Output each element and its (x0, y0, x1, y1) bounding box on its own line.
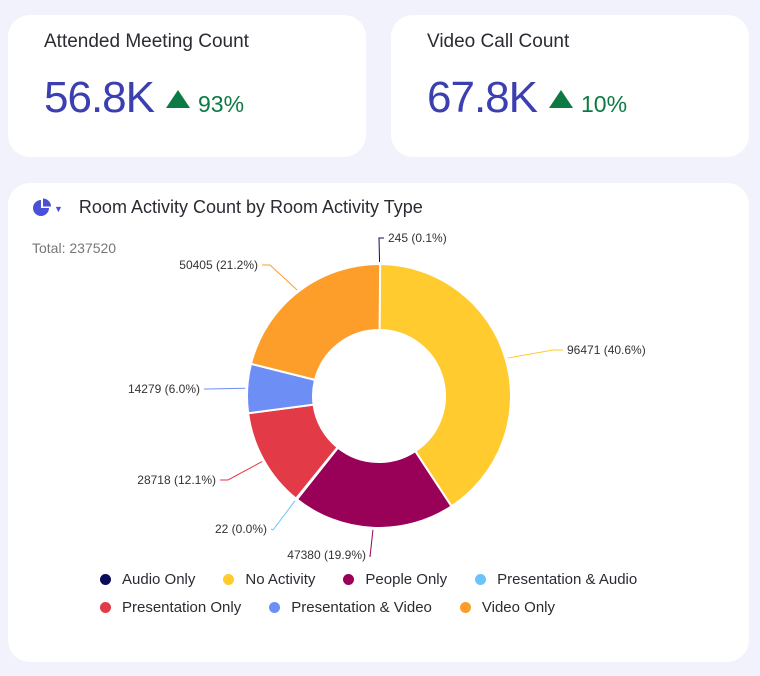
legend-swatch (343, 573, 355, 585)
data-label: 28718 (12.1%) (137, 473, 216, 487)
leader-line (507, 349, 563, 359)
donut-slice-video-only[interactable] (249, 263, 382, 382)
pie-chart-icon (33, 198, 51, 216)
leader-line (378, 237, 384, 263)
chart-type-button[interactable]: ▼ (32, 198, 63, 218)
leader-line (204, 387, 246, 390)
kpi-title: Attended Meeting Count (44, 31, 249, 52)
legend-swatch (100, 573, 111, 585)
leader-line (220, 461, 263, 481)
legend-item[interactable]: Presentation & Audio (475, 570, 637, 588)
kpi-title: Video Call Count (427, 31, 570, 52)
legend-item[interactable]: Presentation Only (100, 598, 241, 616)
trend-up-icon (165, 90, 190, 108)
legend-item[interactable]: Video Only (459, 598, 555, 616)
legend-swatch (223, 573, 235, 585)
kpi-value: 67.8K (427, 73, 538, 122)
legend-label: Audio Only (122, 570, 196, 588)
chart-title: Room Activity Count by Room Activity Typ… (78, 197, 423, 217)
total-label: Total: 237520 (32, 240, 117, 256)
legend-swatch (475, 573, 487, 585)
legend-label: People Only (365, 570, 448, 588)
legend-swatch (100, 601, 111, 613)
data-label: 47380 (19.9%) (287, 548, 366, 562)
legend-item[interactable]: Presentation & Video (269, 598, 432, 616)
room-activity-chart-card: 245 (0.1%) 96471 (40.6%) 47380 (19.9%) 22 (… (8, 183, 749, 662)
kpi-delta: 10% (580, 91, 628, 117)
legend-label: Presentation Only (122, 598, 242, 616)
data-label: 96471 (40.6%) (567, 343, 646, 357)
legend-swatch (459, 601, 471, 613)
kpi-delta: 93% (197, 91, 245, 117)
legend-label: Presentation & Audio (497, 570, 638, 588)
kpi-value: 56.8K (44, 73, 155, 122)
legend-item[interactable]: People Only (343, 570, 447, 588)
chevron-down-icon: ▼ (54, 203, 63, 214)
data-label: 245 (0.1%) (388, 231, 447, 245)
leader-line (270, 500, 296, 531)
attended-meeting-count-card: Attended Meeting Count 56.8K 93% (8, 15, 366, 157)
chart-legend: Audio Only No Activity People Only Presenta… (100, 570, 700, 616)
donut-slice-no-activity[interactable] (378, 262, 512, 508)
legend-item[interactable]: No Activity (223, 570, 315, 588)
data-label: 22 (0.0%) (215, 522, 267, 536)
leader-line (369, 529, 374, 558)
legend-label: Presentation & Video (291, 598, 432, 616)
legend-item[interactable]: Audio Only (100, 570, 195, 588)
leader-line (262, 264, 298, 291)
legend-swatch (269, 601, 281, 613)
legend-label: No Activity (245, 570, 316, 588)
legend-label: Video Only (481, 598, 555, 616)
data-label: 50405 (21.2%) (179, 258, 258, 272)
video-call-count-card: Video Call Count 67.8K 10% (391, 15, 749, 157)
donut-chart: 245 (0.1%) 96471 (40.6%) 47380 (19.9%) 22 (… (128, 231, 646, 562)
donut-slice-people-only[interactable] (295, 446, 453, 529)
trend-up-icon (548, 90, 573, 108)
data-label: 14279 (6.0%) (128, 382, 200, 396)
